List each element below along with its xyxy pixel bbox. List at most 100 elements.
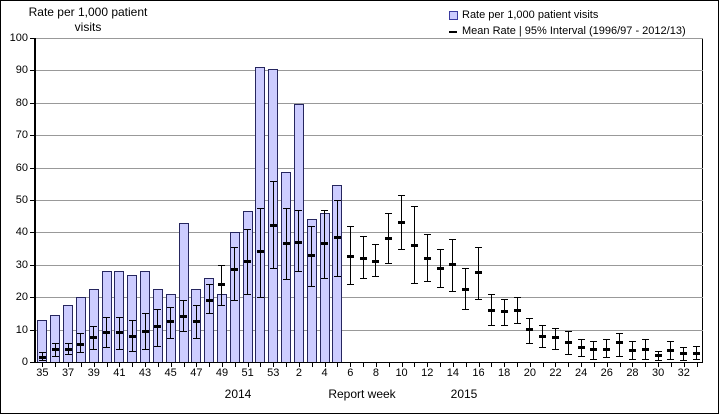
error-bar-cap-top [359, 235, 367, 237]
x-axis-tick [619, 363, 621, 367]
mean-rate-marker [487, 308, 495, 312]
x-axis-tick [157, 363, 159, 367]
x-axis-tick [696, 363, 698, 367]
mean-rate-marker [180, 315, 187, 319]
error-bar-cap-bottom [231, 300, 239, 302]
mean-rate-marker [603, 347, 611, 351]
x-axis-tick [80, 363, 82, 367]
x-axis-tick [606, 363, 608, 367]
mean-rate-marker [308, 253, 316, 257]
bar [306, 219, 317, 362]
legend-item-mean-label: Mean Rate | 95% Interval (1996/97 - 2012… [462, 25, 686, 37]
error-bar-cap-top [192, 305, 200, 307]
error-bar-cap-top [539, 324, 547, 326]
mean-rate-marker [526, 328, 534, 332]
error-bar-line [298, 209, 300, 272]
x-axis-tick [183, 363, 185, 367]
y-axis-tick [30, 70, 36, 72]
mean-rate-marker [205, 298, 213, 302]
error-bar-cap-top [77, 332, 85, 334]
error-bar-line [375, 243, 377, 277]
mean-rate-marker [667, 349, 675, 353]
mean-rate-marker [77, 342, 85, 346]
mean-rate-marker [256, 250, 264, 254]
error-bar-cap-top [641, 339, 649, 341]
mean-rate-marker [616, 341, 624, 345]
x-tick-label: 28 [626, 367, 639, 379]
x-axis-tick [388, 363, 390, 367]
error-bar-cap-bottom [141, 349, 149, 351]
y-axis-tick [30, 232, 36, 234]
mean-rate-marker [628, 349, 636, 353]
mean-rate-marker [423, 256, 431, 260]
error-bar-cap-top [90, 326, 98, 328]
y-axis-title-line2: visits [74, 20, 102, 34]
error-bar-cap-top [244, 229, 252, 231]
error-bar-cap-bottom [333, 276, 341, 278]
bar [75, 297, 86, 362]
error-bar-cap-top [218, 264, 226, 266]
error-bar-cap-bottom [77, 352, 85, 354]
error-bar-cap-bottom [449, 290, 457, 292]
x-axis-tick [683, 363, 685, 367]
error-bar-cap-top [103, 316, 111, 318]
x-axis-tick [209, 363, 211, 367]
error-bar-cap-top [590, 340, 598, 342]
y-axis-tick [30, 38, 36, 39]
bar [37, 319, 48, 362]
error-bar-cap-top [398, 195, 406, 197]
mean-rate-marker [321, 242, 329, 246]
error-bar-cap-top [423, 234, 431, 236]
x-tick-label: 18 [498, 367, 511, 379]
error-bar-cap-bottom [295, 271, 303, 273]
error-bar-cap-bottom [462, 308, 470, 310]
mean-rate-marker [436, 266, 444, 270]
x-axis-tick [363, 363, 365, 367]
y-axis-title: Rate per 1,000 patient visits [9, 5, 167, 35]
error-bar-cap-bottom [590, 358, 598, 360]
x-axis-tick [234, 363, 236, 367]
y-axis-tick [30, 102, 36, 104]
error-bar-cap-top [231, 246, 239, 248]
mean-rate-marker [295, 240, 303, 244]
mean-rate-marker [154, 324, 162, 328]
error-bar-cap-top [269, 180, 277, 182]
legend: Rate per 1,000 patient visits Mean Rate … [449, 7, 686, 39]
plot-area [34, 38, 703, 363]
error-bar-cap-bottom [410, 282, 418, 284]
x-axis-tick [170, 363, 172, 367]
mean-rate-marker [333, 235, 341, 239]
mean-rate-marker [269, 224, 277, 228]
legend-item-mean: Mean Rate | 95% Interval (1996/97 - 2012… [449, 23, 686, 39]
error-bar-cap-bottom [244, 293, 252, 295]
mean-rate-marker [641, 347, 649, 351]
error-bar-cap-bottom [654, 360, 662, 362]
error-bar-cap-bottom [128, 350, 136, 352]
error-bar-line [349, 225, 351, 285]
error-bar-cap-top [410, 206, 418, 208]
y-tick-label: 70 [15, 129, 28, 142]
error-bar-cap-top [500, 298, 508, 300]
error-bar-cap-top [628, 340, 636, 342]
error-bar-cap-bottom [577, 355, 585, 357]
error-bar-cap-top [564, 331, 572, 333]
x-axis-tick [529, 363, 531, 367]
y-tick-label: 90 [15, 64, 28, 77]
error-bar-cap-bottom [667, 358, 675, 360]
bar [63, 305, 74, 362]
mean-rate-marker [38, 355, 46, 359]
y-tick-label: 60 [15, 161, 28, 174]
mean-rate-marker [90, 336, 98, 340]
x-tick-label: 22 [549, 367, 562, 379]
legend-mean-dash-icon [449, 31, 457, 33]
error-bar-cap-bottom [51, 355, 59, 357]
x-axis-tick [145, 363, 147, 367]
error-bar-cap-bottom [513, 323, 521, 325]
error-bar-cap-top [51, 342, 59, 344]
y-tick-label: 10 [15, 323, 28, 336]
error-bar-cap-top [693, 345, 701, 347]
gridline [36, 135, 703, 137]
x-axis-tick [440, 363, 442, 367]
x-axis-tick [119, 363, 121, 367]
